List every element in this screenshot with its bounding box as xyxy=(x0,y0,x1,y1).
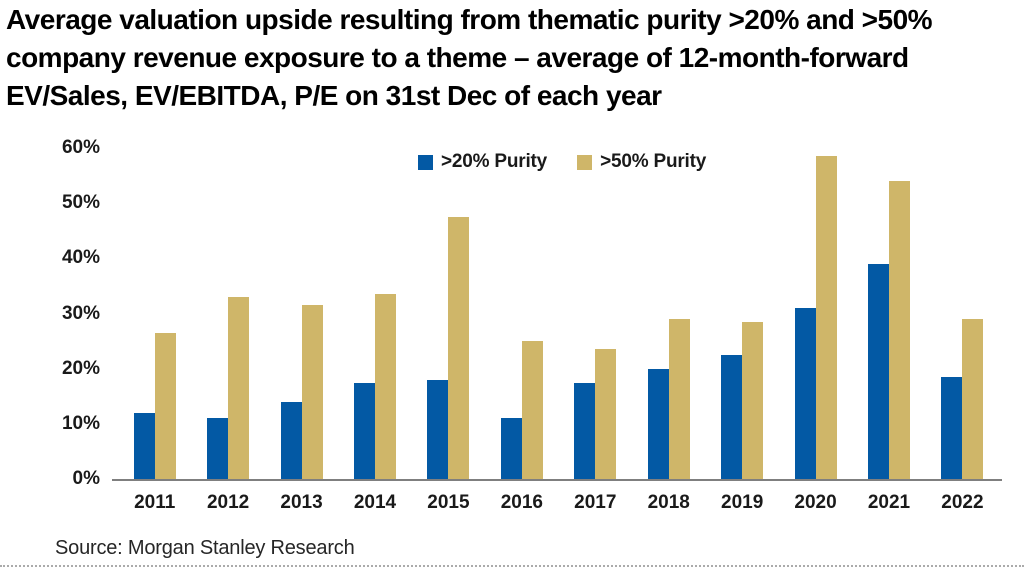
bar-group xyxy=(559,148,632,479)
bar xyxy=(154,332,176,479)
bar xyxy=(521,341,543,479)
x-tick-label: 2019 xyxy=(721,492,764,513)
chart-title-line: company revenue exposure to a theme – av… xyxy=(6,42,909,73)
legend-item-50pct-purity: >50% Purity xyxy=(577,151,706,173)
bar-group xyxy=(632,148,705,479)
bar xyxy=(721,354,743,479)
x-tick-label: 2015 xyxy=(427,492,470,513)
bar xyxy=(941,376,963,479)
y-tick-label: 60% xyxy=(61,137,100,158)
bar-group xyxy=(485,148,558,479)
y-tick-label: 20% xyxy=(61,357,100,379)
bar-group xyxy=(779,148,852,479)
x-tick-label: 2016 xyxy=(500,492,543,513)
chart-title-line: Average valuation upside resulting from … xyxy=(6,4,933,35)
legend-swatch-gold-icon xyxy=(577,155,593,170)
legend: >20% Purity >50% Purity xyxy=(418,151,706,173)
bar-group xyxy=(705,148,778,479)
x-tick-label: 2013 xyxy=(280,492,323,513)
bar xyxy=(868,263,889,479)
plot-area xyxy=(112,148,1004,479)
y-tick-label: 50% xyxy=(61,192,100,214)
bar xyxy=(228,296,250,479)
bar-group xyxy=(412,148,485,479)
legend-item-20pct-purity: >20% Purity xyxy=(418,151,547,173)
bar xyxy=(742,321,764,479)
x-tick-label: 2011 xyxy=(134,492,176,513)
bar xyxy=(448,217,470,479)
bar xyxy=(374,294,396,479)
bar xyxy=(962,319,984,479)
x-tick-label: 2018 xyxy=(647,492,690,513)
y-tick-label: 0% xyxy=(72,468,100,489)
bar xyxy=(207,418,229,479)
bar-group xyxy=(191,148,264,479)
bar-group xyxy=(926,148,999,479)
legend-label: >50% Purity xyxy=(600,151,707,172)
source-text: Source: Morgan Stanley Research xyxy=(55,537,355,559)
bar xyxy=(133,412,155,479)
x-tick-label: 2021 xyxy=(867,492,911,513)
bar xyxy=(668,319,690,479)
x-tick-label: 2017 xyxy=(574,492,617,513)
chart-title: Average valuation upside resulting from … xyxy=(6,1,933,115)
chart-title-line: EV/Sales, EV/EBITDA, P/E on 31st Dec of … xyxy=(6,80,662,111)
bar xyxy=(889,181,910,479)
bar-group xyxy=(265,148,338,479)
y-tick-label: 10% xyxy=(61,412,100,434)
bar xyxy=(574,382,596,479)
x-tick-label: 2012 xyxy=(206,492,250,513)
bar-group xyxy=(118,148,191,479)
x-tick-label: 2014 xyxy=(353,492,397,513)
bar xyxy=(353,382,375,479)
x-tick-label: 2022 xyxy=(941,492,984,513)
y-tick-label: 40% xyxy=(61,247,100,269)
legend-label: >20% Purity xyxy=(441,151,548,172)
bar-group xyxy=(852,148,925,479)
bar xyxy=(427,379,449,479)
bar xyxy=(500,418,522,479)
x-tick-label: 2020 xyxy=(794,492,837,513)
x-axis-line xyxy=(112,479,1002,481)
bar xyxy=(794,308,816,479)
bar xyxy=(815,156,837,479)
y-tick-label: 30% xyxy=(61,302,100,324)
bar-group xyxy=(338,148,411,479)
bar xyxy=(280,401,302,479)
bar xyxy=(301,305,323,479)
bar xyxy=(595,349,617,479)
legend-swatch-blue-icon xyxy=(418,155,433,170)
bar xyxy=(647,368,669,479)
